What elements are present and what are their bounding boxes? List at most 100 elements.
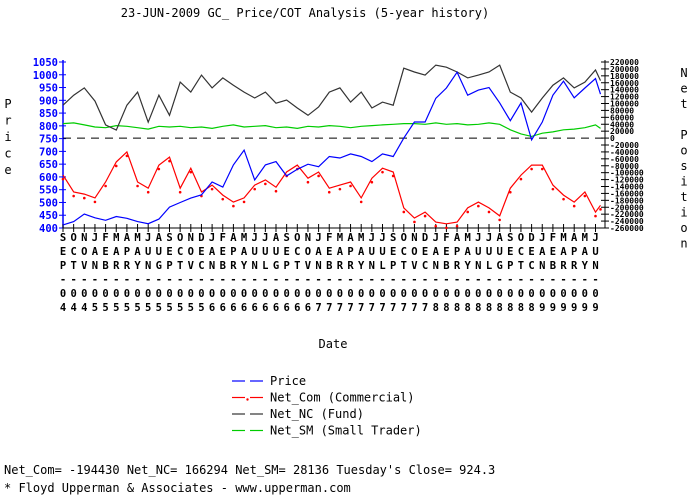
x-axis-label: Date <box>319 337 348 351</box>
x-tick-label-char: 5 <box>188 302 194 314</box>
x-tick-label-char: 5 <box>156 302 162 314</box>
x-tick-label-char: 0 <box>283 288 289 300</box>
summary-text: Net_Com= -194430 Net_NC= 166294 Net_SM= … <box>4 463 495 477</box>
x-tick-label-char: 0 <box>60 288 66 300</box>
x-tick-label-char: E <box>550 246 556 258</box>
legend-item: Net_NC (Fund) <box>232 407 364 421</box>
net-com-marker <box>572 204 576 208</box>
x-tick-label-char: C <box>422 260 428 272</box>
x-tick-label-char: 0 <box>166 288 172 300</box>
x-tick-label: SEP - 0 8 <box>507 232 513 314</box>
x-tick-label-char: A <box>134 246 141 258</box>
x-tick-label-char: M <box>582 232 588 244</box>
x-tick-label-char: U <box>592 246 598 258</box>
y-tick-label-right: -100000 <box>610 169 644 178</box>
x-tick-label-char: 0 <box>177 288 183 300</box>
x-tick-label-char: U <box>379 246 385 258</box>
x-tick-label-char: G <box>496 260 502 272</box>
x-tick-label-char: A <box>209 246 216 258</box>
x-tick-label-char: 0 <box>92 288 98 300</box>
x-tick-label-char: U <box>475 246 481 258</box>
x-tick-label-char: 6 <box>220 302 226 314</box>
x-tick-label-char: 8 <box>454 302 460 314</box>
legend-item: Price <box>232 374 306 388</box>
x-tick-label-char: - <box>262 274 268 286</box>
y-axis-right-label-char: o <box>680 221 687 235</box>
x-tick-label-char: - <box>124 274 130 286</box>
x-tick-label-char: E <box>166 246 172 258</box>
x-tick-label-char: 5 <box>145 302 151 314</box>
y-axis-right-label-char: i <box>680 175 687 189</box>
net-com-marker <box>551 187 555 191</box>
x-tick-label-char: P <box>230 246 236 258</box>
x-tick-label-char: - <box>433 274 439 286</box>
x-tick-label-char: E <box>443 246 449 258</box>
net-com-marker <box>434 224 438 228</box>
x-tick-label-char: B <box>220 260 226 272</box>
net-com-marker <box>599 208 602 211</box>
x-tick-label-char: 0 <box>188 288 194 300</box>
x-tick-label-char: 5 <box>134 302 140 314</box>
x-tick-label-char: 0 <box>124 288 130 300</box>
x-tick-label-char: A <box>571 232 578 244</box>
x-tick-label-char: J <box>145 232 151 244</box>
x-tick-label: NOV - 0 6 <box>305 232 312 314</box>
y-axis-right-label-char: t <box>680 97 687 111</box>
y-tick-label-right: -40000 <box>610 148 639 157</box>
x-tick-label-char: R <box>454 260 461 272</box>
x-tick-label-char: 9 <box>571 302 577 314</box>
x-tick-label-char: E <box>102 246 108 258</box>
x-tick-label-char: 0 <box>145 288 151 300</box>
x-tick-label-char: - <box>326 274 332 286</box>
y-tick-label-left: 1050 <box>33 57 58 69</box>
x-tick-label-char: J <box>475 232 481 244</box>
x-tick-label-char: 0 <box>475 288 481 300</box>
x-tick-label-char: - <box>230 274 236 286</box>
x-tick-label-char: A <box>241 246 248 258</box>
y-tick-label-left: 700 <box>39 146 58 158</box>
x-tick-label-char: 0 <box>315 288 321 300</box>
x-tick-label-char: N <box>411 232 417 244</box>
x-tick-label-char: - <box>92 274 98 286</box>
x-tick-label-char: Y <box>134 260 141 272</box>
x-tick-label-char: A <box>539 246 546 258</box>
x-tick-label-char: 6 <box>273 302 279 314</box>
x-tick-label-char: M <box>337 232 343 244</box>
x-tick-label-char: R <box>337 260 344 272</box>
x-tick-label-char: O <box>518 232 524 244</box>
x-tick-label-char: 5 <box>113 302 119 314</box>
legend-item: Net_SM (Small Trader) <box>232 424 422 438</box>
x-tick-label-char: 0 <box>518 288 524 300</box>
x-tick-label-char: A <box>465 246 472 258</box>
x-tick-label-char: 6 <box>305 302 311 314</box>
net-com-marker <box>61 177 65 181</box>
x-tick-label-char: A <box>496 232 503 244</box>
x-tick-label-char: A <box>92 246 99 258</box>
legend-marker <box>246 398 249 401</box>
net-com-marker <box>391 174 395 178</box>
y-tick-label-left: 650 <box>39 159 58 171</box>
x-tick-label-char: P <box>60 260 66 272</box>
x-tick-label-char: N <box>252 260 258 272</box>
x-tick-label-char: D <box>528 232 534 244</box>
x-tick-label-char: - <box>422 274 428 286</box>
net-com-marker <box>221 197 225 201</box>
x-tick-label-char: V <box>305 260 312 272</box>
x-tick-label-char: B <box>102 260 108 272</box>
x-tick-label-char: 8 <box>486 302 492 314</box>
x-tick-label-char: - <box>390 274 396 286</box>
x-tick-label-char: - <box>571 274 577 286</box>
x-tick-label-char: - <box>560 274 566 286</box>
net-com-marker <box>423 214 427 218</box>
x-tick-label-char: C <box>528 260 534 272</box>
x-tick-label-char: A <box>347 232 354 244</box>
x-tick-label-char: - <box>411 274 417 286</box>
x-tick-label: OCT - 0 8 <box>518 232 524 314</box>
x-tick-label-char: E <box>198 246 204 258</box>
x-tick-label: FEB - 0 7 <box>326 232 332 314</box>
y-tick-label-right: -80000 <box>610 162 639 171</box>
x-tick-label-char: 8 <box>443 302 449 314</box>
net-com-marker <box>264 182 267 186</box>
x-tick-label-char: - <box>507 274 513 286</box>
